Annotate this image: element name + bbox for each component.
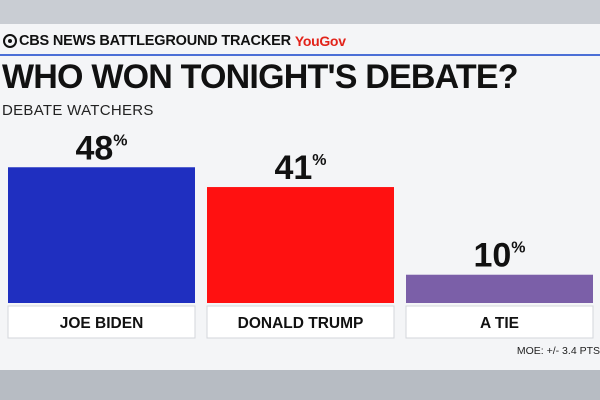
cbs-eye-icon [3,34,17,48]
bar-chart: JOE BIDEN 48% DONALD TRUMP 41% A TIE 10% [7,129,594,339]
category-box-2 [405,305,594,339]
bar-0 [8,167,195,303]
header-rule [0,54,600,56]
brand-line: CBS NEWS BATTLEGROUND TRACKER YouGov [0,30,600,52]
chart-card: CBS NEWS BATTLEGROUND TRACKER YouGov WHO… [0,24,600,370]
brand-network: CBS NEWS BATTLEGROUND TRACKER [19,33,291,49]
bar-2 [406,274,593,303]
value-label-2: 10% [473,237,525,275]
value-label-0: 48% [75,129,127,167]
brand-partner: YouGov [294,33,346,49]
bottom-strip [0,370,600,400]
category-label-2: A TIE [480,315,519,332]
category-label-0: JOE BIDEN [60,315,144,332]
bar-1 [207,187,394,303]
category-box-0 [7,305,196,339]
category-box-1 [206,305,395,339]
category-label-1: DONALD TRUMP [238,315,364,332]
chart-subtitle: DEBATE WATCHERS [2,102,154,119]
value-label-1: 41% [274,149,326,187]
chart-title: WHO WON TONIGHT'S DEBATE? [2,58,518,96]
margin-of-error: MOE: +/- 3.4 PTS [516,345,600,357]
